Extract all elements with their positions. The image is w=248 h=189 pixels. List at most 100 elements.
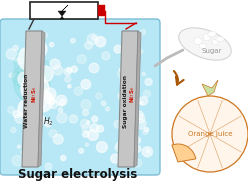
Circle shape bbox=[85, 143, 89, 146]
Circle shape bbox=[37, 66, 53, 82]
Circle shape bbox=[74, 87, 82, 95]
Circle shape bbox=[64, 68, 71, 75]
Circle shape bbox=[137, 53, 141, 56]
Circle shape bbox=[118, 93, 125, 99]
Circle shape bbox=[122, 81, 128, 87]
Circle shape bbox=[21, 150, 25, 155]
Circle shape bbox=[69, 115, 78, 123]
Circle shape bbox=[127, 44, 136, 53]
Circle shape bbox=[172, 96, 248, 172]
Circle shape bbox=[124, 140, 132, 148]
Circle shape bbox=[96, 142, 107, 152]
Circle shape bbox=[133, 159, 142, 167]
Circle shape bbox=[17, 58, 24, 64]
Polygon shape bbox=[58, 5, 68, 19]
Circle shape bbox=[9, 73, 13, 77]
Circle shape bbox=[95, 36, 106, 47]
Circle shape bbox=[40, 103, 45, 108]
Ellipse shape bbox=[212, 39, 218, 45]
FancyBboxPatch shape bbox=[0, 19, 160, 175]
Circle shape bbox=[50, 43, 54, 47]
Circle shape bbox=[31, 90, 53, 112]
Circle shape bbox=[44, 88, 56, 100]
Circle shape bbox=[45, 120, 51, 127]
Circle shape bbox=[83, 110, 89, 116]
Circle shape bbox=[81, 80, 91, 89]
Circle shape bbox=[14, 50, 42, 78]
Circle shape bbox=[24, 132, 32, 140]
Text: Orange juice: Orange juice bbox=[188, 131, 232, 137]
Circle shape bbox=[115, 142, 125, 152]
Circle shape bbox=[38, 116, 45, 123]
Circle shape bbox=[28, 62, 37, 72]
Circle shape bbox=[67, 67, 72, 73]
Ellipse shape bbox=[179, 28, 231, 60]
Circle shape bbox=[124, 98, 134, 108]
Circle shape bbox=[124, 105, 134, 115]
Circle shape bbox=[35, 100, 45, 111]
Circle shape bbox=[122, 146, 129, 154]
Text: Sugar electrolysis: Sugar electrolysis bbox=[18, 168, 138, 181]
Ellipse shape bbox=[199, 43, 207, 49]
Circle shape bbox=[80, 119, 89, 128]
Circle shape bbox=[21, 75, 49, 103]
Circle shape bbox=[39, 87, 44, 91]
Circle shape bbox=[58, 108, 63, 112]
Circle shape bbox=[134, 145, 141, 153]
Circle shape bbox=[6, 49, 17, 59]
Circle shape bbox=[83, 131, 89, 137]
Circle shape bbox=[122, 130, 131, 139]
FancyArrowPatch shape bbox=[174, 71, 184, 85]
Circle shape bbox=[101, 101, 106, 106]
Bar bbox=[98, 5, 105, 16]
Circle shape bbox=[12, 155, 23, 166]
Polygon shape bbox=[202, 80, 218, 96]
Circle shape bbox=[96, 93, 102, 99]
Circle shape bbox=[118, 69, 126, 78]
Circle shape bbox=[122, 159, 125, 162]
Circle shape bbox=[129, 70, 139, 80]
Circle shape bbox=[88, 130, 98, 140]
Circle shape bbox=[146, 149, 150, 153]
Circle shape bbox=[13, 110, 20, 118]
Circle shape bbox=[97, 125, 104, 132]
Circle shape bbox=[139, 50, 143, 53]
Circle shape bbox=[53, 134, 63, 144]
Circle shape bbox=[120, 76, 129, 85]
Circle shape bbox=[123, 146, 128, 151]
Circle shape bbox=[48, 97, 55, 105]
Circle shape bbox=[142, 147, 153, 157]
Circle shape bbox=[65, 76, 71, 82]
Circle shape bbox=[68, 85, 71, 88]
Circle shape bbox=[89, 63, 99, 73]
Circle shape bbox=[114, 45, 122, 53]
Circle shape bbox=[132, 77, 137, 82]
Text: Water reduction: Water reduction bbox=[25, 74, 30, 128]
Text: Sugar oxidation: Sugar oxidation bbox=[123, 74, 127, 128]
Circle shape bbox=[81, 100, 91, 110]
Circle shape bbox=[49, 100, 58, 108]
Circle shape bbox=[134, 137, 141, 143]
Circle shape bbox=[77, 55, 86, 64]
Circle shape bbox=[142, 72, 146, 76]
Circle shape bbox=[13, 45, 18, 50]
Circle shape bbox=[102, 52, 110, 60]
Polygon shape bbox=[134, 31, 141, 167]
FancyBboxPatch shape bbox=[30, 2, 98, 19]
Ellipse shape bbox=[216, 36, 224, 42]
Ellipse shape bbox=[194, 37, 202, 45]
Circle shape bbox=[59, 99, 65, 105]
Circle shape bbox=[61, 155, 66, 161]
Circle shape bbox=[82, 124, 91, 133]
Circle shape bbox=[114, 121, 122, 128]
Circle shape bbox=[143, 90, 151, 97]
Circle shape bbox=[87, 34, 98, 45]
Circle shape bbox=[86, 121, 90, 124]
Polygon shape bbox=[22, 31, 42, 167]
Circle shape bbox=[79, 149, 84, 153]
Circle shape bbox=[29, 40, 47, 58]
Circle shape bbox=[126, 159, 134, 166]
Circle shape bbox=[136, 119, 146, 129]
Circle shape bbox=[8, 106, 14, 113]
Circle shape bbox=[57, 113, 67, 123]
